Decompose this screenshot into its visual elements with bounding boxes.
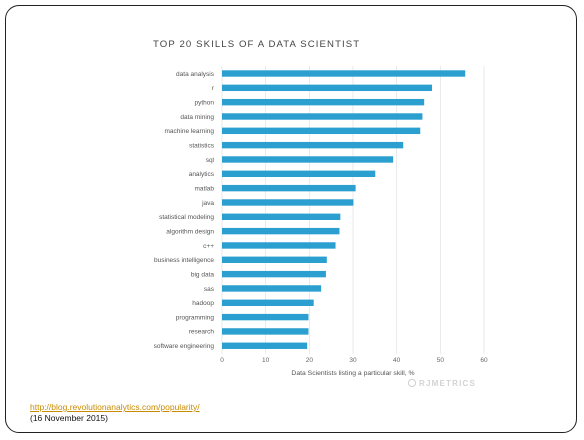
bar	[222, 70, 466, 77]
watermark-icon	[407, 378, 417, 388]
bar	[222, 170, 376, 178]
category-label: hadoop	[192, 300, 214, 307]
category-label: data mining	[180, 114, 214, 121]
bar	[222, 98, 425, 106]
bar	[222, 113, 423, 120]
source-citation: http://blog.revolutionanalytics.com/popu…	[30, 402, 200, 424]
category-label: python	[194, 99, 214, 106]
bar	[222, 127, 421, 135]
category-label: statistical modeling	[159, 214, 214, 221]
bar	[222, 156, 394, 163]
watermark-text: RJMETRICS	[419, 379, 476, 388]
category-labels: data analysis r python data mining machine l…	[154, 71, 215, 350]
x-tick-labels: 0 10 20 30 40 50 60	[220, 357, 488, 364]
bar	[222, 227, 340, 235]
category-label: statistics	[189, 142, 215, 149]
bar	[222, 285, 322, 292]
bar	[222, 256, 327, 263]
bar	[222, 199, 354, 206]
category-label: research	[189, 329, 215, 336]
x-tick-label: 60	[480, 357, 488, 364]
bar	[222, 141, 404, 149]
category-label: sql	[206, 157, 215, 164]
source-link[interactable]: http://blog.revolutionanalytics.com/popu…	[30, 402, 200, 412]
category-label: data analysis	[176, 71, 215, 78]
category-label: c++	[203, 243, 214, 250]
category-label: analytics	[189, 171, 215, 178]
bar	[222, 342, 308, 349]
x-tick-label: 30	[349, 357, 357, 364]
bars	[222, 70, 466, 349]
chart-title: TOP 20 SKILLS OF A DATA SCIENTIST	[153, 39, 360, 50]
bar	[222, 84, 433, 92]
category-label: big data	[191, 271, 215, 278]
watermark-logo: RJMETRICS	[407, 378, 476, 388]
x-axis-label: Data Scientists listing a particular ski…	[291, 370, 414, 377]
category-label: sas	[204, 286, 215, 293]
x-tick-label: 20	[306, 357, 314, 364]
bar	[222, 270, 326, 278]
category-label: programming	[176, 314, 215, 321]
category-label: business intelligence	[154, 257, 214, 264]
x-tick-label: 0	[220, 357, 224, 364]
category-label: matlab	[194, 185, 214, 192]
bar	[222, 299, 314, 306]
category-label: r	[212, 85, 215, 92]
grid-lines	[221, 66, 485, 354]
category-label: software engineering	[154, 343, 215, 350]
source-date: (16 November 2015)	[30, 413, 108, 423]
category-label: algorithm design	[166, 228, 214, 235]
bar	[222, 213, 341, 220]
x-tick-label: 50	[437, 357, 445, 364]
bar	[222, 242, 336, 249]
bar	[222, 328, 309, 335]
bar	[222, 184, 356, 192]
x-tick-label: 40	[393, 357, 401, 364]
x-tick-label: 10	[262, 357, 270, 364]
category-label: java	[201, 200, 214, 207]
bar	[222, 313, 309, 321]
category-label: machine learning	[164, 128, 214, 135]
